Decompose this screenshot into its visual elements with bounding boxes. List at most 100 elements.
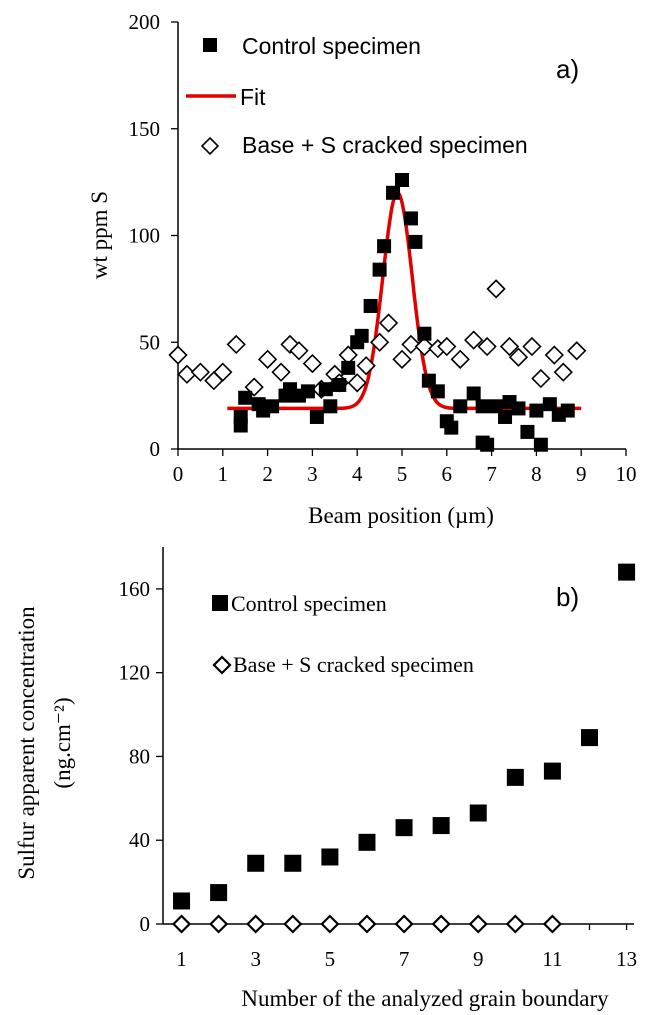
cracked-point — [450, 349, 470, 369]
control-point — [233, 418, 248, 433]
panel-b-y-axis-label-line2: (ng.cm⁻²) — [50, 697, 75, 788]
cracked-point — [209, 914, 229, 934]
control-point — [210, 884, 228, 902]
x-tick-label: 3 — [307, 462, 318, 486]
x-tick-label: 11 — [542, 947, 562, 971]
control-point — [489, 399, 504, 414]
panel-b-x-axis-label: Number of the analyzed grain boundary — [241, 986, 609, 1011]
control-point — [395, 172, 409, 187]
cracked-point — [369, 332, 390, 352]
control-point — [618, 563, 636, 581]
panel-a: 0 1 2 3 4 5 6 7 8 9 10 0 50 100 150 200 wt ppm S Beam … — [87, 10, 637, 528]
panel-b-y-ticks: 0 40 80 120 160 — [119, 577, 163, 936]
control-point — [511, 401, 526, 416]
cracked-point — [531, 368, 551, 389]
cracked-point — [289, 341, 309, 361]
panel-a-legend: Control specimen Fit Base + S cracked sp… — [186, 33, 528, 158]
control-point — [580, 729, 598, 747]
y-tick-label: 200 — [129, 10, 161, 34]
panel-b-series-base-s-cracked — [171, 914, 562, 934]
x-tick-label: 10 — [616, 462, 637, 486]
control-point — [466, 386, 481, 401]
cracked-point — [320, 914, 340, 934]
y-tick-label: 150 — [129, 117, 161, 141]
cracked-point — [567, 341, 587, 361]
legend-b-control-marker — [212, 595, 228, 611]
panel-b-tag: b) — [556, 582, 579, 612]
control-point — [480, 437, 495, 452]
panel-b-x-ticks: 1 3 5 7 9 11 13 — [176, 924, 637, 971]
control-point — [444, 420, 459, 435]
x-tick-label: 5 — [397, 462, 408, 486]
cracked-point — [477, 336, 497, 357]
control-point — [173, 892, 191, 910]
control-point — [469, 804, 487, 822]
y-tick-label: 80 — [129, 744, 150, 768]
cracked-point — [468, 914, 488, 934]
panel-a-x-axis-label: Beam position (µm) — [308, 503, 494, 528]
cracked-point — [522, 336, 542, 357]
panel-a-tag: a) — [556, 54, 579, 84]
control-point — [430, 384, 445, 399]
control-point — [318, 382, 333, 397]
x-tick-label: 8 — [531, 462, 542, 486]
legend-a-fit-label: Fit — [240, 84, 266, 110]
y-tick-label: 160 — [119, 577, 151, 601]
y-tick-label: 50 — [139, 330, 160, 354]
control-point — [542, 397, 557, 412]
cracked-point — [356, 356, 376, 376]
x-tick-label: 5 — [325, 947, 336, 971]
x-tick-label: 9 — [576, 462, 587, 486]
cracked-point — [257, 349, 278, 369]
control-point — [408, 234, 423, 249]
control-point — [300, 384, 315, 399]
x-tick-label: 6 — [442, 462, 453, 486]
cracked-point — [544, 345, 564, 365]
cracked-point — [168, 345, 188, 365]
panel-a-x-ticks: 0 1 2 3 4 5 6 7 8 9 10 — [173, 449, 637, 486]
control-point — [475, 399, 490, 414]
cracked-point — [171, 914, 192, 934]
control-point — [284, 854, 302, 872]
control-point — [377, 239, 392, 254]
control-point — [238, 390, 253, 405]
cracked-point — [401, 334, 421, 355]
cracked-point — [271, 362, 291, 382]
x-tick-label: 3 — [250, 947, 261, 971]
cracked-point — [378, 313, 399, 333]
control-point — [372, 262, 387, 277]
control-point — [533, 437, 548, 452]
x-tick-label: 1 — [218, 462, 229, 486]
y-tick-label: 0 — [150, 437, 161, 461]
control-point — [403, 211, 418, 226]
control-point — [529, 403, 544, 418]
control-point — [247, 854, 265, 872]
control-point — [354, 328, 369, 343]
y-tick-label: 40 — [129, 828, 150, 852]
x-tick-label: 0 — [173, 462, 184, 486]
legend-a-control-label: Control specimen — [242, 33, 421, 59]
control-point — [265, 399, 280, 414]
panel-b-y-axis-label-line1: Sulfur apparent concentration — [14, 606, 39, 880]
control-point — [421, 373, 436, 388]
x-tick-label: 9 — [473, 947, 484, 971]
panel-a-series-base-s-cracked — [168, 279, 587, 399]
control-point — [363, 298, 378, 313]
x-tick-label: 13 — [616, 947, 637, 971]
control-point — [321, 848, 339, 866]
y-tick-label: 120 — [119, 661, 151, 685]
legend-b-cracked-marker — [212, 655, 232, 675]
x-tick-label: 1 — [176, 947, 187, 971]
legend-a-cracked-marker — [200, 136, 220, 156]
panel-a-y-ticks: 0 50 100 150 200 — [129, 10, 178, 461]
legend-b-cracked-label: Base + S cracked specimen — [233, 652, 474, 677]
legend-a-control-marker — [203, 38, 217, 52]
control-point — [543, 762, 561, 780]
y-tick-label: 100 — [129, 224, 161, 248]
x-tick-label: 2 — [262, 462, 273, 486]
control-point — [498, 409, 513, 424]
x-tick-label: 4 — [352, 462, 363, 486]
control-point — [560, 403, 575, 418]
cracked-point — [553, 362, 573, 382]
